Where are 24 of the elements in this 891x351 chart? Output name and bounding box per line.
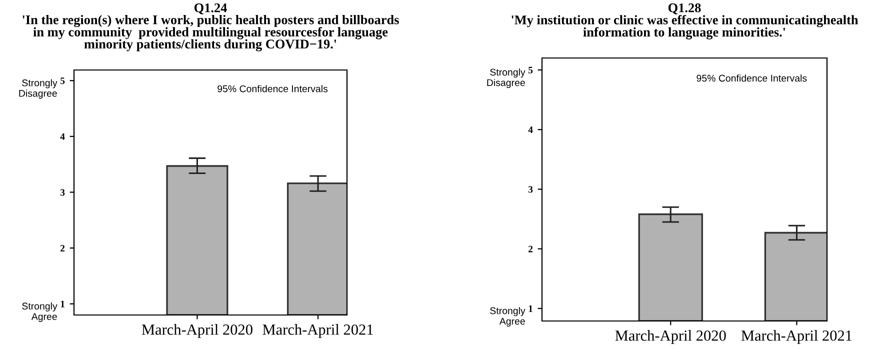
x-tick-label: March-April 2021 bbox=[741, 330, 852, 344]
y-tick-label: 1 bbox=[528, 305, 532, 312]
chart-title: Q1.28 bbox=[668, 3, 701, 14]
text: Strongly Disagree bbox=[487, 68, 526, 88]
y-tick-label: 5 bbox=[60, 78, 65, 84]
y-tick-label: 2 bbox=[60, 244, 65, 252]
y-tick-label: 4 bbox=[528, 126, 533, 133]
x-tick-label: March-April 2020 bbox=[142, 324, 252, 338]
text: Strongly Disagree bbox=[19, 79, 58, 99]
x-tick-label: March-April 2020 bbox=[615, 330, 726, 344]
y-tick-label: 1 bbox=[60, 300, 64, 308]
chart-subtitle: 'In the region(s) where I work, public health posters and billboards in my community provided multilingual resourcesfor language minority patients/clients during COVID−19.' bbox=[22, 14, 399, 52]
annotation: 95% Confidence Intervals bbox=[218, 85, 328, 92]
x-tick-label: March-April 2021 bbox=[262, 324, 373, 338]
y-tick-label: 3 bbox=[528, 186, 533, 193]
text: Strongly Agree bbox=[22, 302, 58, 322]
annotation: 95% Confidence Intervals bbox=[696, 74, 807, 82]
y-tick-label: 3 bbox=[60, 189, 65, 196]
y-tick-label: 5 bbox=[528, 66, 533, 74]
chart-title: Q1.24 bbox=[194, 3, 227, 14]
text: Strongly Agree bbox=[490, 307, 526, 327]
y-tick-label: 2 bbox=[528, 246, 533, 252]
chart-subtitle: 'My institution or clinic was effective in communicatinghealth information to language minorities.' bbox=[512, 14, 858, 40]
y-tick-label: 4 bbox=[60, 133, 65, 140]
